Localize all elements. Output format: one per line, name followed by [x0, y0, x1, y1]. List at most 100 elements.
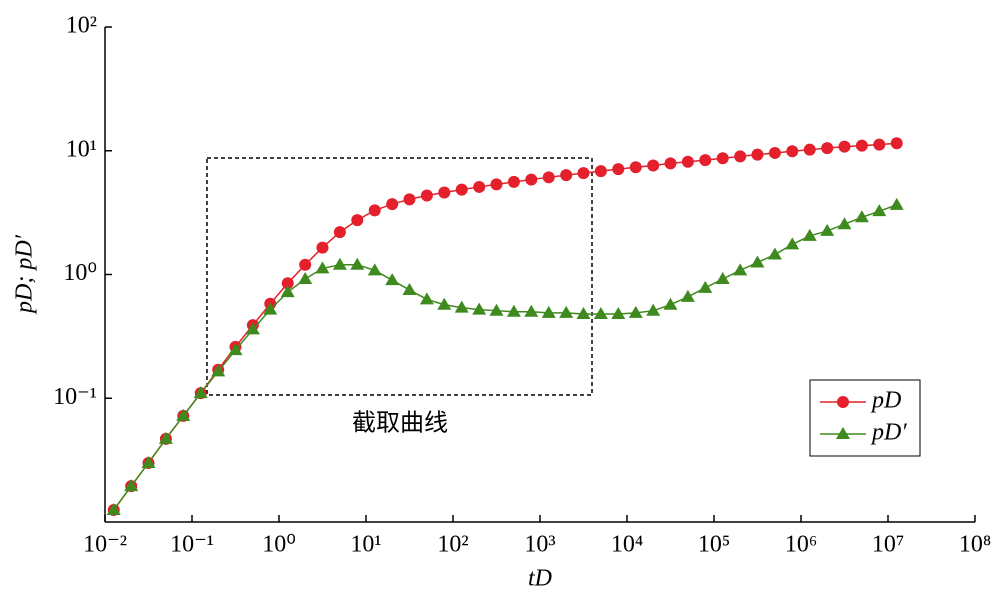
data-point — [734, 150, 747, 163]
data-point — [124, 479, 139, 492]
x-tick-label: 10⁻² — [83, 532, 127, 558]
x-tick-label: 10⁴ — [611, 532, 643, 558]
data-point — [647, 159, 660, 172]
data-point — [403, 193, 416, 206]
data-point — [785, 237, 800, 250]
data-point — [299, 258, 312, 271]
data-point — [699, 154, 712, 167]
data-point — [820, 223, 835, 236]
data-point — [767, 247, 782, 260]
data-point — [837, 217, 852, 230]
crop-box — [206, 157, 593, 396]
data-point — [280, 285, 295, 298]
data-point — [141, 455, 156, 468]
x-tick-label: 10⁶ — [785, 532, 817, 558]
data-point — [489, 303, 504, 316]
data-point — [751, 148, 764, 161]
data-point — [889, 197, 904, 210]
data-point — [612, 163, 625, 176]
data-point — [333, 226, 346, 239]
data-point — [628, 305, 643, 318]
data-point — [786, 145, 799, 158]
data-point — [716, 152, 729, 165]
data-point — [821, 142, 834, 155]
data-point — [211, 364, 226, 377]
x-tick-label: 10² — [437, 532, 468, 558]
legend-label: pD′ — [870, 420, 907, 446]
series-line — [113, 142, 897, 511]
data-point — [158, 431, 173, 444]
data-point — [419, 292, 434, 305]
data-point — [768, 146, 781, 159]
data-point — [386, 198, 399, 211]
series-line — [113, 204, 897, 511]
data-point — [890, 137, 903, 150]
data-point — [490, 178, 503, 191]
legend-label: pD — [870, 388, 901, 414]
data-point — [315, 261, 330, 274]
data-point — [698, 280, 713, 293]
data-point — [593, 306, 608, 319]
data-point — [472, 302, 487, 315]
data-point — [281, 277, 294, 290]
data-point — [524, 304, 539, 317]
data-point — [438, 186, 451, 199]
y-tick-label: 10¹ — [66, 136, 97, 162]
data-point — [298, 271, 313, 284]
data-point — [629, 161, 642, 174]
legend-marker — [837, 396, 849, 408]
data-point — [437, 297, 452, 310]
data-point — [316, 241, 329, 254]
x-tick-label: 10⁻¹ — [170, 532, 214, 558]
data-point — [454, 300, 469, 313]
x-tick-label: 10⁷ — [872, 532, 904, 558]
x-tick-label: 10⁵ — [698, 532, 730, 558]
legend-marker — [836, 427, 850, 439]
data-point — [506, 304, 521, 317]
y-tick-label: 10⁻¹ — [53, 384, 97, 410]
data-point — [611, 306, 626, 319]
data-point — [733, 263, 748, 276]
data-point — [402, 282, 417, 295]
x-tick-label: 10³ — [524, 532, 555, 558]
data-point — [263, 302, 278, 315]
data-point — [350, 257, 365, 270]
data-point — [367, 263, 382, 276]
data-point — [577, 167, 590, 180]
data-point — [646, 303, 661, 316]
data-point — [715, 271, 730, 284]
data-point — [106, 503, 121, 516]
data-point — [855, 139, 868, 152]
data-point — [455, 183, 468, 196]
data-point — [541, 305, 556, 318]
x-tick-label: 10⁸ — [959, 532, 991, 558]
data-point — [351, 214, 364, 227]
x-tick-label: 10⁰ — [262, 532, 296, 558]
data-point — [664, 157, 677, 170]
data-point — [560, 169, 573, 182]
data-point — [525, 173, 538, 186]
x-axis-label: tD — [528, 566, 552, 592]
data-point — [176, 408, 191, 421]
data-point — [838, 140, 851, 153]
data-point — [473, 180, 486, 193]
data-point — [803, 143, 816, 156]
data-point — [332, 257, 347, 270]
data-point — [576, 306, 591, 319]
data-point — [507, 175, 520, 188]
legend-box — [809, 379, 921, 457]
annotation: 截取曲线 — [352, 410, 448, 437]
data-point — [681, 155, 694, 168]
data-point — [542, 171, 555, 184]
data-point — [750, 255, 765, 268]
y-axis-label: pD; pD′ — [12, 234, 38, 315]
x-tick-label: 10¹ — [350, 532, 381, 558]
data-point — [420, 189, 433, 202]
y-tick-label: 10² — [66, 13, 97, 39]
data-point — [680, 289, 695, 302]
data-point — [854, 210, 869, 223]
data-point — [228, 343, 243, 356]
data-point — [663, 297, 678, 310]
data-point — [873, 138, 886, 151]
